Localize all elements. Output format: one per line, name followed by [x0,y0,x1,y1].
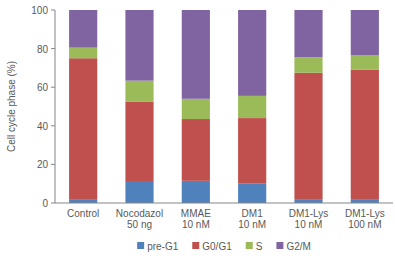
bar-segment [182,181,210,203]
bar-segment [238,96,266,118]
bar-segment [125,102,153,181]
bar-segment [294,199,322,203]
y-axis-label: Cell cycle phase (%) [6,61,17,152]
x-tick-label: DM110 nM [238,208,266,230]
label-line: Nocodazol [116,208,163,219]
legend-swatch [276,242,283,249]
y-tick-label: 100 [31,5,48,16]
label-line: DM1-Lys [345,208,385,219]
bar-segment [69,199,97,203]
label-line: Control [67,208,99,219]
y-tick [51,125,55,126]
bar-segment [238,10,266,96]
legend-swatch [246,242,253,249]
label-line: MMAE [181,208,211,219]
bar-segment [294,73,322,199]
legend-label: G2/M [286,241,310,252]
y-tick-label: 40 [37,121,49,132]
bar-segment [238,184,266,203]
bars [69,10,379,203]
bar-segment [351,55,379,69]
y-tick-label: 0 [42,198,48,209]
bar-segment [294,57,322,72]
y-tick [51,87,55,88]
y-tick [51,10,55,11]
bar-segment [238,118,266,184]
bar-segment [351,10,379,55]
chart: 020406080100ControlNocodazol50 ngMMAE10 … [0,0,395,261]
x-tick-label: DM1-Lys100 nM [345,208,385,230]
bar-segment [351,199,379,203]
bar-segment [69,48,97,59]
bar-segment [125,81,153,102]
label-line: 10 nM [182,219,210,230]
y-tick [51,203,55,204]
y-tick [51,48,55,49]
label-line: 100 nM [348,219,381,230]
label-line: 50 ng [127,219,152,230]
label-line: 10 nM [238,219,266,230]
bar-segment [69,58,97,199]
y-tick-label: 80 [37,44,49,55]
legend: pre-G1 G0/G1 S G2/M [137,241,311,252]
bar-segment [182,119,210,181]
legend-swatch [137,242,144,249]
label-line: DM1 [242,208,264,219]
x-tick-label: MMAE10 nM [181,208,211,230]
bar-segment [182,10,210,99]
bar-segment [351,70,379,199]
legend-label: G0/G1 [202,241,232,252]
label-line: DM1-Lys [289,208,329,219]
x-tick-label: Control [67,208,99,219]
y-axis [55,10,56,203]
label-line: 10 nM [295,219,323,230]
x-axis [55,203,393,204]
y-tick-label: 20 [37,159,49,170]
legend-swatch [192,242,199,249]
legend-label: S [256,241,263,252]
bar-segment [294,10,322,57]
x-tick-label: DM1-Lys10 nM [289,208,329,230]
bar-segment [125,10,153,81]
bar-segment [125,181,153,203]
y-tick-label: 60 [37,82,49,93]
bar-segment [69,10,97,48]
y-tick [51,164,55,165]
legend-label: pre-G1 [147,241,179,252]
x-tick-label: Nocodazol50 ng [116,208,163,230]
bar-segment [182,99,210,119]
